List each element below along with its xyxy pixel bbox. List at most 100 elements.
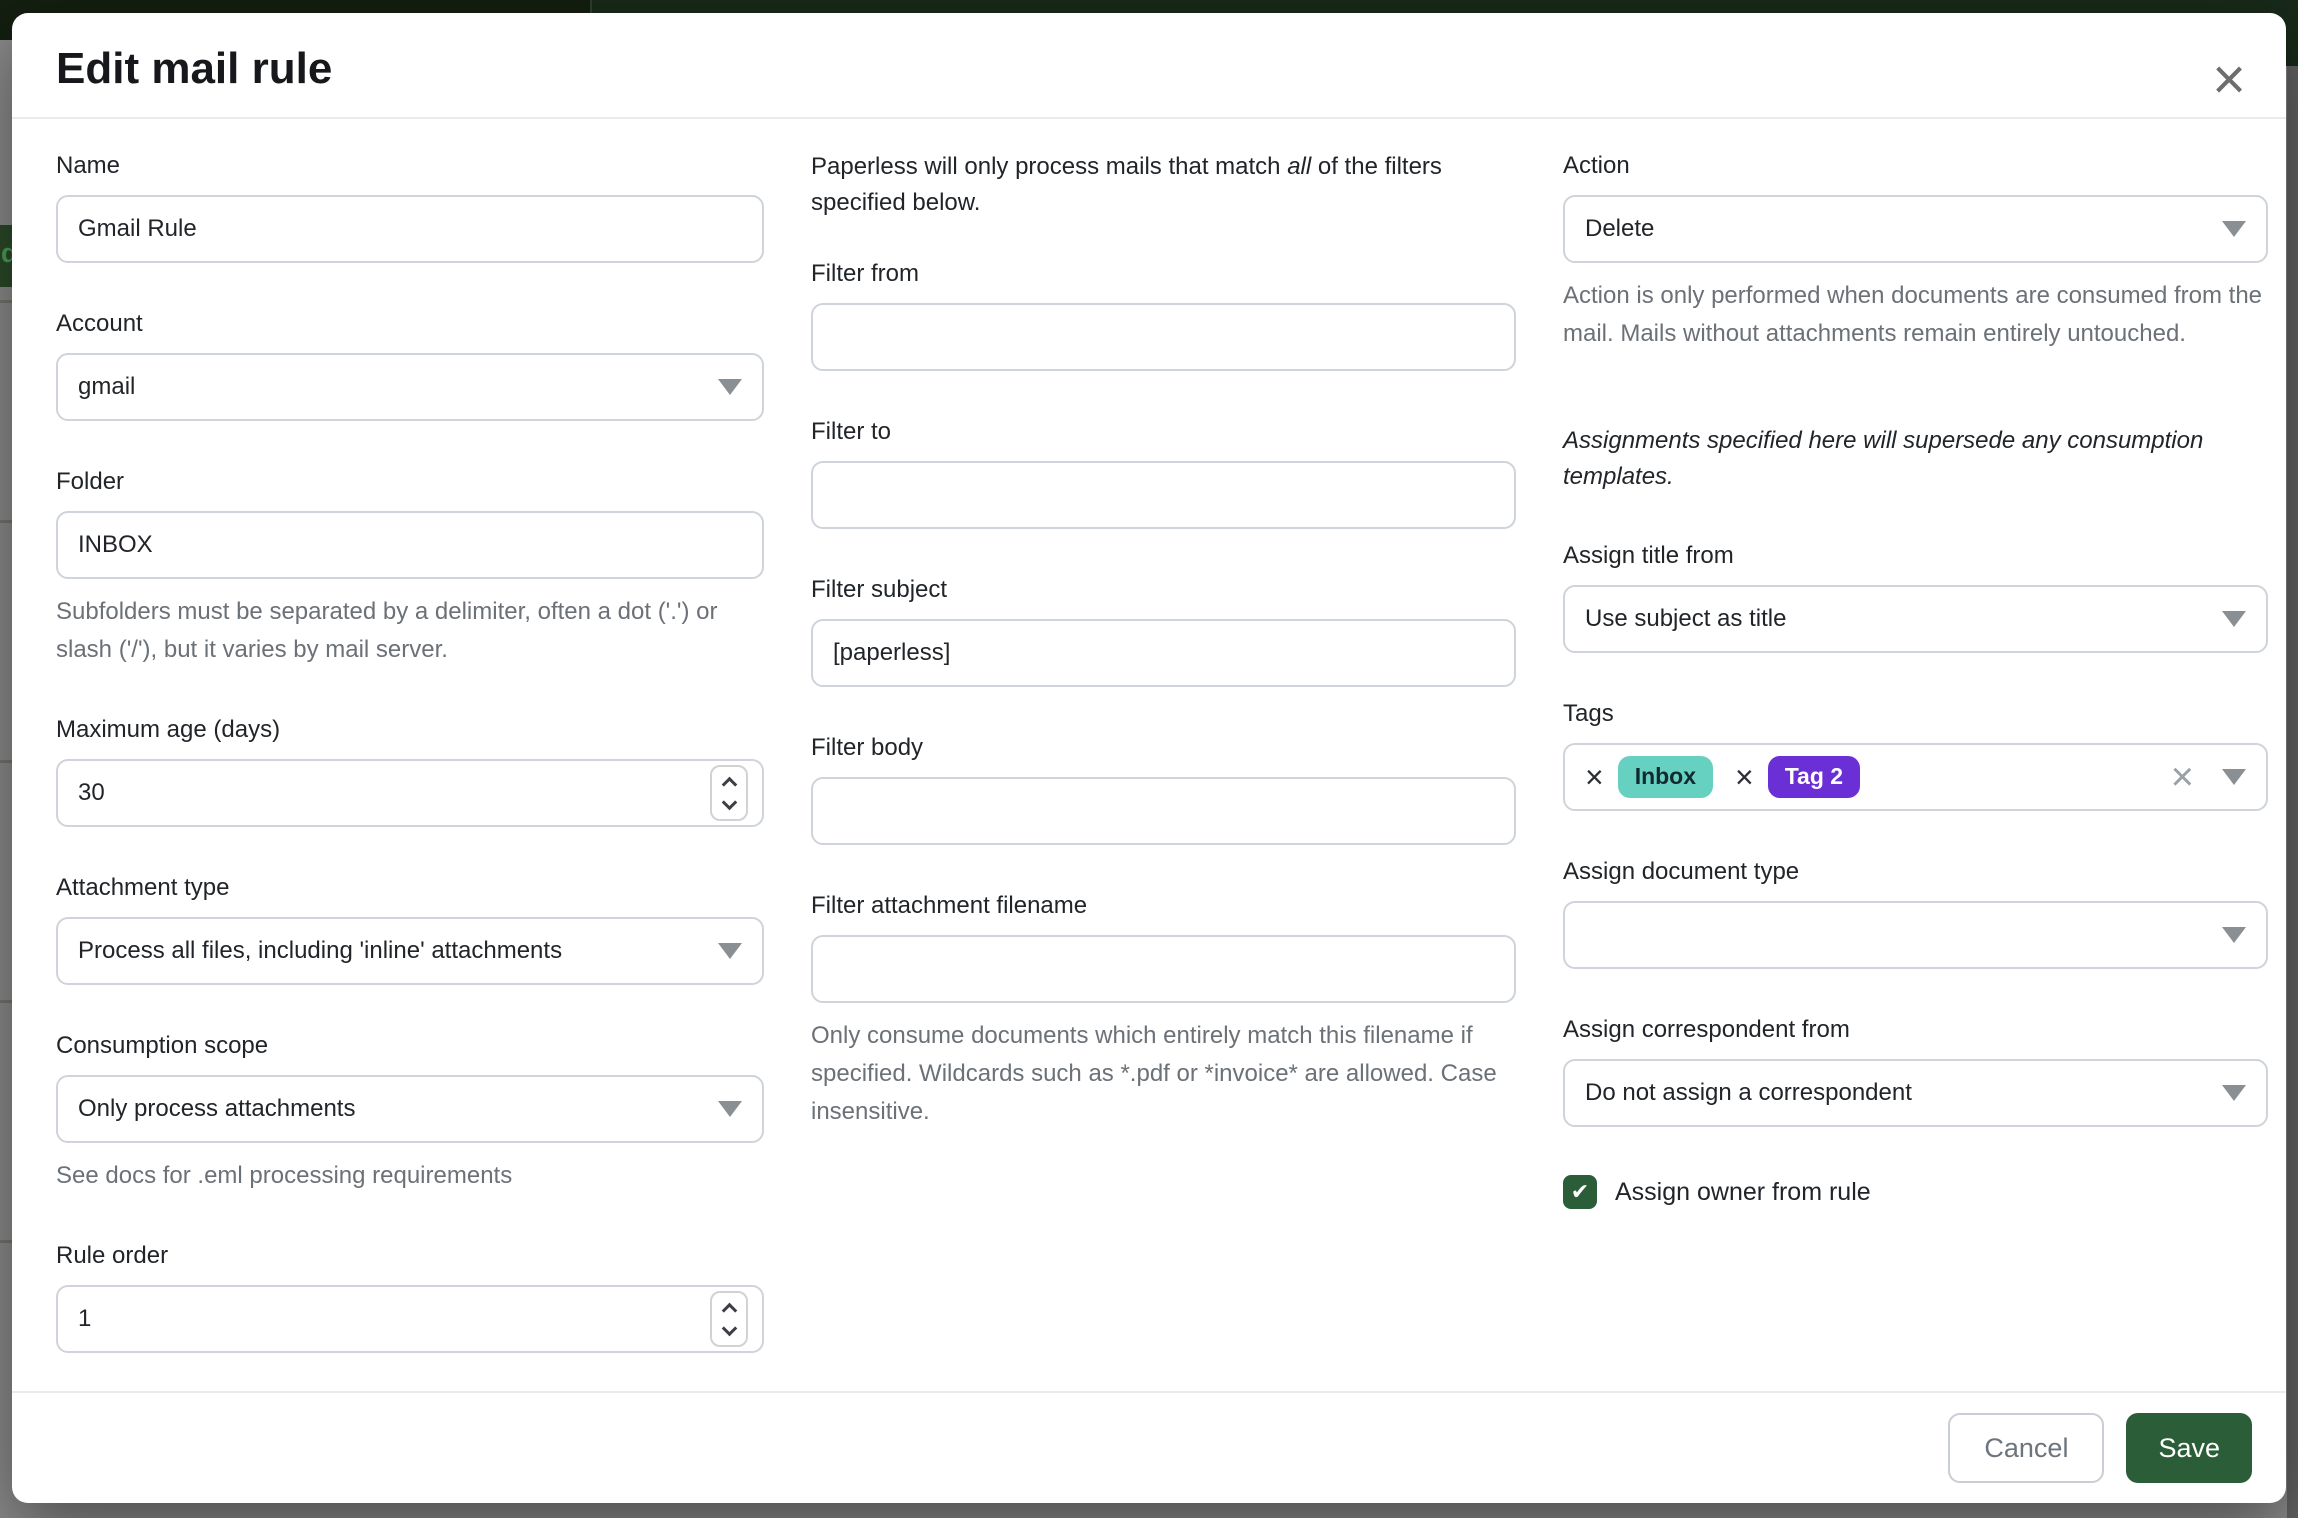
chevron-down-icon — [2222, 221, 2246, 237]
rule-order-field — [56, 1285, 764, 1353]
name-label: Name — [56, 152, 121, 179]
assignments-note: Assignments specified here will supersed… — [1563, 427, 2204, 490]
column-filters: Paperless will only process mails that m… — [811, 149, 1516, 1391]
name-input[interactable] — [56, 195, 764, 263]
field-filter-subject: Filter subject — [811, 573, 1516, 687]
field-account: Account gmail — [56, 307, 764, 421]
consumption-scope-value: Only process attachments — [78, 1095, 356, 1122]
column-action: Action Delete Action is only performed w… — [1563, 149, 2268, 1391]
consumption-scope-select[interactable]: Only process attachments — [56, 1075, 764, 1143]
field-consumption-scope: Consumption scope Only process attachmen… — [56, 1029, 764, 1195]
filter-subject-input[interactable] — [811, 619, 1516, 687]
background-row-line — [0, 1000, 12, 1003]
chevron-down-icon — [718, 943, 742, 959]
filter-attachment-filename-label: Filter attachment filename — [811, 892, 1088, 919]
field-rule-order: Rule order — [56, 1239, 764, 1353]
account-select[interactable]: gmail — [56, 353, 764, 421]
folder-hint: Subfolders must be separated by a delimi… — [56, 598, 718, 663]
filter-body-label: Filter body — [811, 734, 924, 761]
assign-title-value: Use subject as title — [1585, 605, 1787, 632]
remove-tag-icon[interactable]: × — [1585, 759, 1604, 795]
stepper-up-icon[interactable] — [721, 776, 737, 792]
field-tags: Tags × Inbox × Tag 2 × — [1563, 697, 2268, 811]
chevron-down-icon — [2222, 611, 2246, 627]
chevron-down-icon — [718, 379, 742, 395]
assign-doctype-select[interactable] — [1563, 901, 2268, 969]
cancel-button[interactable]: Cancel — [1948, 1413, 2105, 1483]
assign-title-select[interactable]: Use subject as title — [1563, 585, 2268, 653]
filter-from-label: Filter from — [811, 260, 919, 287]
max-age-field — [56, 759, 764, 827]
attachment-type-value: Process all files, including 'inline' at… — [78, 937, 563, 964]
field-action: Action Delete Action is only performed w… — [1563, 149, 2268, 353]
close-icon[interactable]: × — [2212, 47, 2246, 112]
stepper-down-icon[interactable] — [721, 794, 737, 810]
action-hint: Action is only performed when documents … — [1563, 282, 2263, 347]
filter-to-input[interactable] — [811, 461, 1516, 529]
filters-intro-italic: all — [1287, 153, 1312, 180]
max-age-input[interactable] — [78, 779, 710, 807]
background-row-line — [0, 300, 12, 303]
field-folder: Folder Subfolders must be separated by a… — [56, 465, 764, 669]
filter-attachment-filename-hint: Only consume documents which entirely ma… — [811, 1022, 1497, 1125]
attachment-type-select[interactable]: Process all files, including 'inline' at… — [56, 917, 764, 985]
filters-intro-text-2: of the filters specified below. — [811, 153, 1442, 216]
edit-mail-rule-dialog: Edit mail rule × Name Account gmail Fold… — [12, 13, 2286, 1503]
field-filter-from: Filter from — [811, 257, 1516, 371]
background-right-strip — [2286, 0, 2298, 66]
action-value: Delete — [1585, 215, 1655, 242]
folder-input[interactable] — [56, 511, 764, 579]
number-stepper[interactable] — [710, 765, 748, 821]
field-attachment-type: Attachment type Process all files, inclu… — [56, 871, 764, 985]
action-label: Action — [1563, 152, 1630, 179]
tags-label: Tags — [1563, 700, 1614, 727]
action-select[interactable]: Delete — [1563, 195, 2268, 263]
field-name: Name — [56, 149, 764, 263]
filter-body-input[interactable] — [811, 777, 1516, 845]
field-filter-to: Filter to — [811, 415, 1516, 529]
dialog-header: Edit mail rule × — [12, 13, 2286, 119]
consumption-scope-label: Consumption scope — [56, 1032, 269, 1059]
save-button[interactable]: Save — [2126, 1413, 2252, 1483]
assign-owner-label: Assign owner from rule — [1615, 1177, 1871, 1206]
stepper-up-icon[interactable] — [721, 1302, 737, 1318]
account-value: gmail — [78, 373, 136, 400]
assign-doctype-label: Assign document type — [1563, 858, 1800, 885]
filter-attachment-filename-input[interactable] — [811, 935, 1516, 1003]
rule-order-input[interactable] — [78, 1305, 710, 1333]
filter-to-label: Filter to — [811, 418, 892, 445]
filters-intro: Paperless will only process mails that m… — [811, 149, 1516, 221]
filters-intro-text: Paperless will only process mails that m… — [811, 153, 1288, 180]
clear-tags-icon[interactable]: × — [2170, 755, 2194, 799]
folder-label: Folder — [56, 468, 125, 495]
rule-order-label: Rule order — [56, 1242, 169, 1269]
remove-tag-icon[interactable]: × — [1735, 759, 1754, 795]
background-selected-row — [0, 225, 12, 287]
assign-correspondent-value: Do not assign a correspondent — [1585, 1079, 1912, 1106]
tags-select[interactable]: × Inbox × Tag 2 × — [1563, 743, 2268, 811]
background-row-line — [0, 520, 12, 523]
assign-correspondent-label: Assign correspondent from — [1563, 1016, 1850, 1043]
account-label: Account — [56, 310, 143, 337]
field-filter-body: Filter body — [811, 731, 1516, 845]
assign-title-label: Assign title from — [1563, 542, 1734, 569]
stepper-down-icon[interactable] — [721, 1320, 737, 1336]
assign-owner-checkbox[interactable]: ✔ — [1563, 1175, 1597, 1209]
field-filter-attachment-filename: Filter attachment filename Only consume … — [811, 889, 1516, 1131]
number-stepper[interactable] — [710, 1291, 748, 1347]
consumption-scope-hint: See docs for .eml processing requirement… — [56, 1162, 513, 1189]
chevron-down-icon — [2222, 769, 2246, 785]
chevron-down-icon — [2222, 927, 2246, 943]
field-assign-title: Assign title from Use subject as title — [1563, 539, 2268, 653]
attachment-type-label: Attachment type — [56, 874, 230, 901]
dialog-footer: Cancel Save — [12, 1391, 2286, 1503]
dialog-title: Edit mail rule — [56, 44, 333, 93]
field-max-age: Maximum age (days) — [56, 713, 764, 827]
background-right-edge — [2287, 66, 2298, 1518]
filter-from-input[interactable] — [811, 303, 1516, 371]
assign-correspondent-select[interactable]: Do not assign a correspondent — [1563, 1059, 2268, 1127]
tag-chip-tag2: Tag 2 — [1767, 756, 1861, 798]
max-age-label: Maximum age (days) — [56, 716, 281, 743]
dialog-body: Name Account gmail Folder Subfolders mus… — [12, 119, 2286, 1391]
tag-chip-inbox: Inbox — [1617, 756, 1714, 798]
